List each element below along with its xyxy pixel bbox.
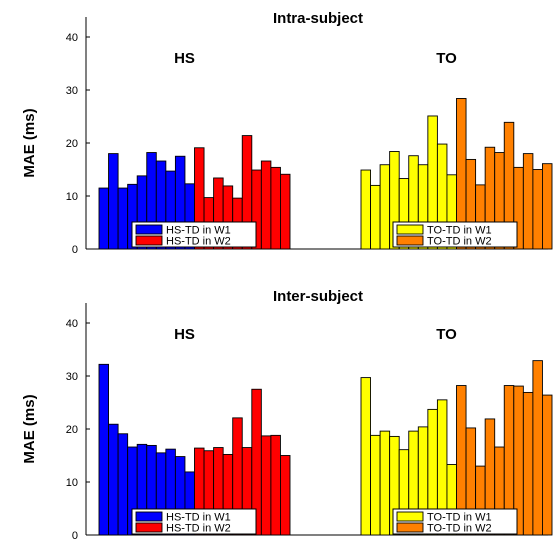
y-tick-label: 40 [66,32,78,44]
bar-to-td-in-w2 [522,391,534,536]
legend-swatch-to-td-in-w2 [396,235,424,246]
bar-hs-td-in-w2 [270,434,281,536]
legend-label-to-td-in-w2: TO-TD in W2 [427,523,492,535]
legend-label-to-td-in-w2: TO-TD in W2 [427,236,492,248]
legend-swatch-hs-td-in-w2 [135,235,163,246]
legend-swatch-hs-td-in-w1 [135,511,163,522]
bar-hs-td-in-w1 [117,433,129,536]
bar-to-td-in-w2 [542,163,553,250]
bar-to-td-in-w1 [360,377,372,536]
panel-title: Inter-subject [273,288,363,305]
bar-to-td-in-w1 [370,184,381,250]
bar-hs-td-in-w1 [98,187,110,250]
y-tick-label: 10 [66,191,78,203]
y-tick-label: 10 [66,477,78,489]
legend-label-hs-td-in-w2: HS-TD in W2 [166,236,231,248]
y-tick-label: 20 [66,138,78,150]
bar-hs-td-in-w2 [280,455,291,536]
bar-hs-td-in-w2 [260,435,272,536]
legend-label-hs-td-in-w1: HS-TD in W1 [166,512,231,524]
legend-swatch-hs-td-in-w2 [135,522,163,533]
legend-swatch-to-td-in-w1 [396,224,424,235]
legend-label-hs-td-in-w1: HS-TD in W1 [166,225,231,237]
y-axis-label: MAE (ms) [21,108,38,177]
y-tick-label: 0 [72,530,78,539]
bar-to-td-in-w2 [522,153,534,250]
bar-hs-td-in-w1 [108,423,119,536]
bar-hs-td-in-w2 [260,160,272,250]
intra-subject-panel: 0 10 20 30 40 MAE (ms) Intra-subject HS HS-TD in… [21,10,553,256]
y-tick-label: 30 [66,85,78,97]
bar-to-td-in-w1 [360,169,372,250]
legend-label-hs-td-in-w2: HS-TD in W2 [166,523,231,535]
bar-hs-td-in-w2 [270,166,281,250]
legend-swatch-to-td-in-w2 [396,522,424,533]
panel-title: Intra-subject [273,10,363,27]
legend-swatch-to-td-in-w1 [396,511,424,522]
bar-to-td-in-w1 [379,164,391,250]
bar-hs-td-in-w1 [117,187,129,250]
y-tick-label: 20 [66,424,78,436]
legend-swatch-hs-td-in-w1 [135,224,163,235]
bar-to-td-in-w2 [542,394,553,536]
y-tick-label: 40 [66,318,78,330]
bar-hs-td-in-w1 [98,363,110,536]
bar-hs-td-in-w1 [108,153,119,250]
bar-to-td-in-w1 [379,430,391,536]
bar-to-td-in-w2 [532,360,543,536]
legend-label-to-td-in-w1: TO-TD in W1 [427,225,492,237]
y-axis-label: MAE (ms) [21,394,38,463]
bar-to-td-in-w1 [370,434,381,536]
y-tick-label: 0 [72,244,78,256]
bar-to-td-in-w2 [532,169,543,250]
group-label-to: TO [436,326,457,343]
y-tick-label: 30 [66,371,78,383]
group-label-hs: HS [174,50,195,67]
group-label-hs: HS [174,326,195,343]
legend-label-to-td-in-w1: TO-TD in W1 [427,512,492,524]
inter-subject-panel: 0 10 20 30 40 MAE (ms) Inter-subject HS HS-TD in… [21,288,553,542]
group-label-to: TO [436,50,457,67]
bar-hs-td-in-w2 [280,173,291,250]
